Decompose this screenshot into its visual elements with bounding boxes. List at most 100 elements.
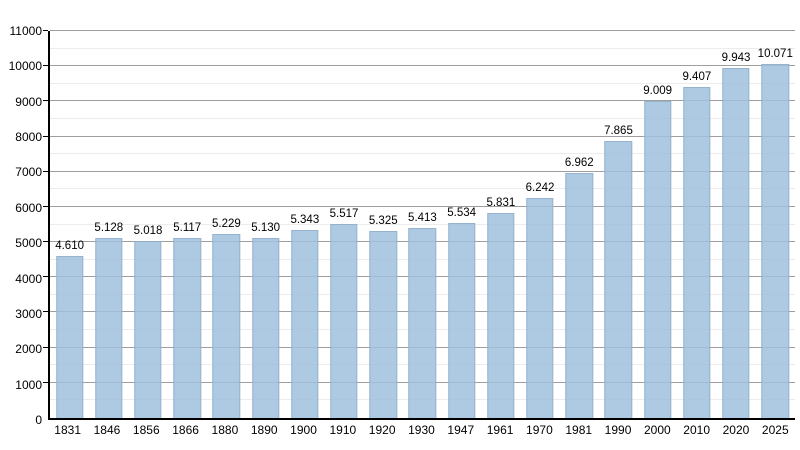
y-tick-label: 7000 bbox=[15, 165, 42, 180]
bar-value-label: 5.018 bbox=[133, 225, 163, 238]
bar bbox=[604, 141, 633, 418]
x-tick-label: 1856 bbox=[132, 423, 160, 437]
y-tick-label: 9000 bbox=[15, 94, 42, 109]
bar-slot: 9.407 bbox=[677, 31, 716, 418]
bar bbox=[369, 230, 397, 418]
bar-slot: 10.071 bbox=[756, 31, 795, 418]
bar-value-label: 5.130 bbox=[251, 221, 281, 234]
x-tick-label: 1920 bbox=[368, 423, 396, 437]
y-tick-label: 1000 bbox=[15, 377, 42, 392]
y-axis-tick bbox=[43, 205, 48, 207]
y-tick-label: 0 bbox=[35, 413, 42, 427]
bar bbox=[722, 68, 750, 418]
minor-gridline bbox=[50, 47, 795, 49]
major-gridline bbox=[50, 30, 795, 31]
x-tick-label: 1990 bbox=[604, 423, 632, 437]
bar-slot: 5.130 bbox=[246, 31, 285, 418]
y-axis-tick bbox=[43, 170, 48, 172]
bar-slot: 5.343 bbox=[285, 31, 324, 418]
minor-gridline bbox=[50, 82, 795, 84]
bar bbox=[408, 227, 437, 418]
major-gridline bbox=[50, 170, 795, 172]
x-tick-label: 1961 bbox=[486, 423, 514, 437]
x-tick-label: 1846 bbox=[93, 423, 121, 437]
bar bbox=[761, 63, 789, 418]
bar-value-label: 5.229 bbox=[212, 218, 241, 231]
bar-value-label: 5.534 bbox=[447, 207, 477, 220]
bar bbox=[95, 237, 123, 418]
y-axis-tick bbox=[43, 311, 48, 313]
plot-area: 4.610 5.128 5.018 5.117 5.229 5.130 5.343 5.517… bbox=[43, 30, 795, 420]
bar-value-label: 6.962 bbox=[564, 157, 594, 170]
bar-slot: 9.943 bbox=[716, 31, 755, 418]
bar-slot: 5.128 bbox=[89, 31, 128, 418]
bar bbox=[330, 223, 358, 418]
x-tick-label: 2000 bbox=[643, 423, 671, 437]
bar bbox=[565, 173, 593, 418]
y-axis-tick bbox=[43, 100, 48, 102]
y-axis-tick bbox=[43, 381, 48, 383]
bar bbox=[487, 212, 515, 418]
x-tick-label: 1890 bbox=[250, 423, 278, 437]
bar bbox=[683, 87, 711, 418]
x-tick-label: 1970 bbox=[526, 423, 553, 437]
bar bbox=[643, 101, 672, 418]
y-axis-tick bbox=[43, 135, 48, 137]
x-tick-label: 2010 bbox=[683, 423, 710, 437]
y-axis-labels: 0 1000 2000 3000 4000 5000 6000 7000 8000 9000 100… bbox=[0, 24, 42, 427]
bar-slot: 5.229 bbox=[207, 31, 246, 418]
bar-value-label: 10.071 bbox=[757, 47, 793, 60]
x-tick-label: 1981 bbox=[565, 423, 593, 437]
bar-value-label: 9.407 bbox=[682, 71, 712, 84]
x-tick-label: 1831 bbox=[54, 423, 81, 437]
bar-value-label: 7.865 bbox=[604, 125, 633, 138]
x-tick-label: 1866 bbox=[172, 423, 199, 437]
x-tick-label: 1880 bbox=[211, 423, 239, 437]
bar-value-label: 5.343 bbox=[290, 214, 320, 227]
bar-slot: 6.962 bbox=[560, 31, 599, 418]
bar-value-label: 6.242 bbox=[525, 182, 555, 195]
minor-gridline bbox=[50, 223, 795, 225]
bar-slot: 5.831 bbox=[481, 31, 520, 418]
y-axis-tick bbox=[43, 65, 48, 67]
y-tick-label: 5000 bbox=[15, 236, 42, 251]
major-gridline bbox=[50, 135, 795, 137]
bar-value-label: 5.831 bbox=[486, 196, 516, 209]
y-tick-label: 3000 bbox=[15, 306, 42, 321]
bar-value-label: 9.009 bbox=[643, 85, 673, 98]
bar-slot: 5.413 bbox=[403, 31, 442, 418]
bar-value-label: 5.117 bbox=[173, 221, 202, 234]
bar-slot: 4.610 bbox=[50, 31, 89, 418]
y-tick-label: 6000 bbox=[15, 200, 42, 215]
bar-value-label: 9.943 bbox=[721, 52, 751, 65]
y-axis-tick bbox=[43, 276, 48, 278]
bar-slot: 9.009 bbox=[638, 31, 677, 418]
bar bbox=[173, 237, 201, 418]
y-tick-label: 11000 bbox=[9, 24, 42, 38]
bar bbox=[526, 198, 554, 418]
major-gridline bbox=[50, 100, 795, 102]
major-gridline bbox=[50, 65, 795, 67]
major-gridline bbox=[50, 205, 795, 207]
bar bbox=[251, 237, 280, 418]
x-axis-labels: 1831 1846 1856 1866 1880 1890 1900 1910 1920 1930… bbox=[48, 423, 795, 437]
bar-series: 4.610 5.128 5.018 5.117 5.229 5.130 5.343 5.517… bbox=[50, 31, 795, 418]
bar bbox=[447, 223, 476, 418]
bar-value-label: 5.517 bbox=[329, 207, 359, 220]
minor-gridline bbox=[50, 117, 795, 119]
y-tick-label: 10000 bbox=[8, 59, 42, 74]
bar-slot: 7.865 bbox=[599, 31, 638, 418]
bar-slot: 5.117 bbox=[168, 31, 207, 418]
bar bbox=[134, 241, 162, 418]
bar bbox=[212, 234, 241, 418]
y-axis-tick bbox=[43, 241, 48, 243]
bar-slot: 6.242 bbox=[520, 31, 559, 418]
bar-slot: 5.534 bbox=[442, 31, 481, 418]
y-axis-tick bbox=[43, 346, 48, 348]
bar-value-label: 4.610 bbox=[55, 239, 84, 252]
x-tick-label: 2025 bbox=[761, 423, 789, 437]
bar-value-label: 5.413 bbox=[408, 211, 437, 224]
bar-slot: 5.325 bbox=[364, 31, 403, 418]
x-tick-label: 1900 bbox=[290, 423, 317, 437]
